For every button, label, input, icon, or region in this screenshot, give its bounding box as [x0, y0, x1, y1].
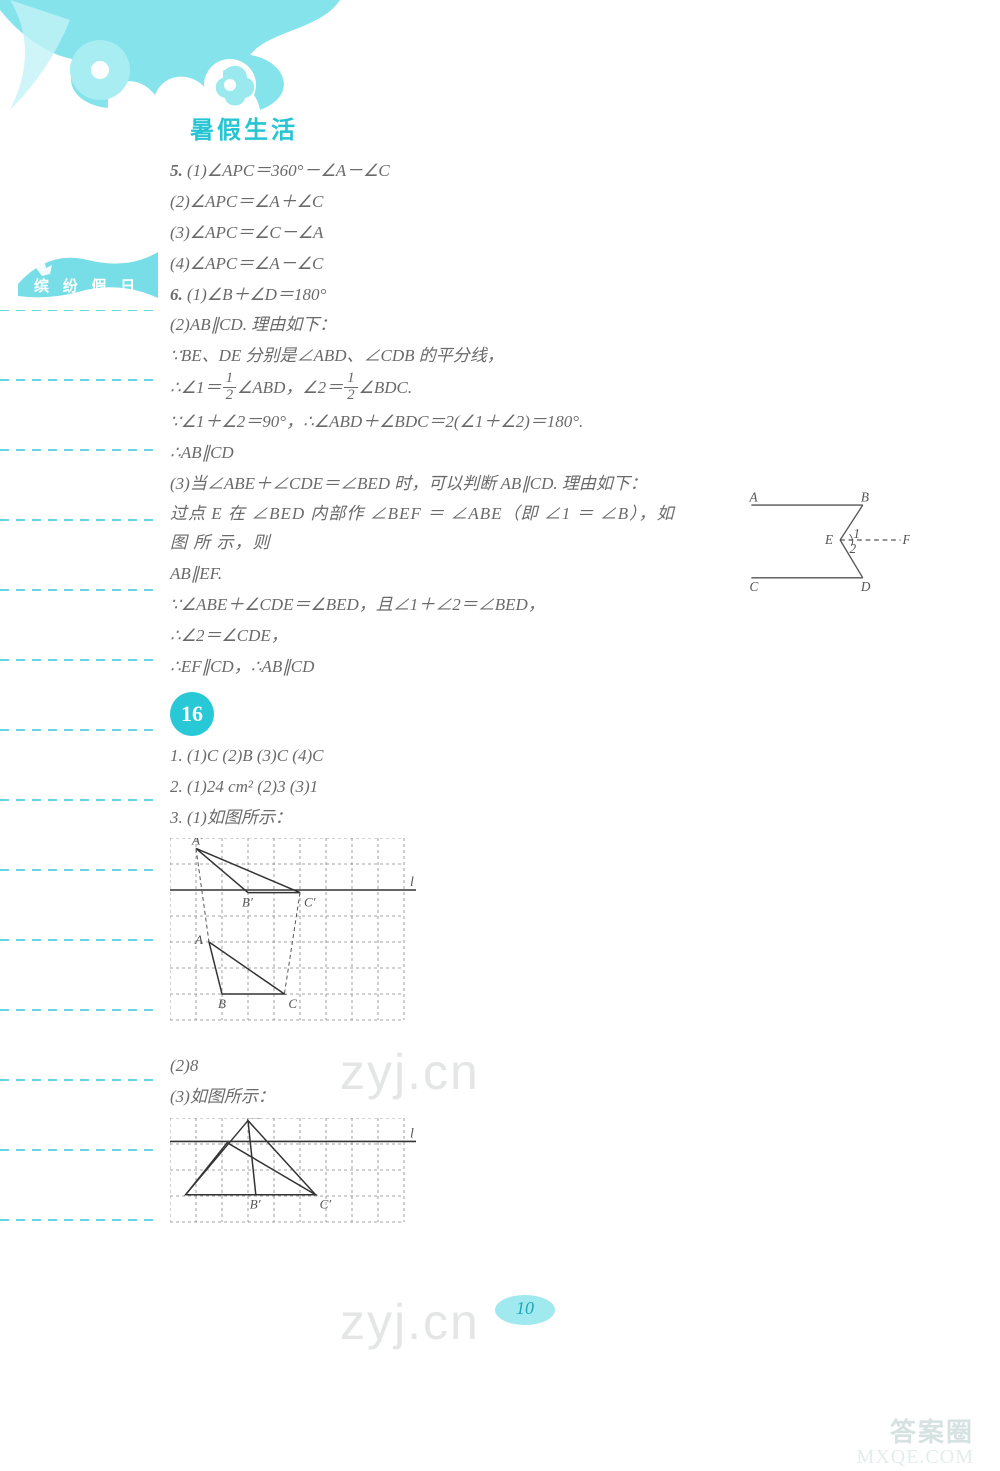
s16-q3-3: (3)如图所示： [170, 1083, 870, 1112]
svg-text:A: A [748, 489, 758, 504]
q6-2: (2)AB∥CD. 理由如下： [170, 311, 870, 340]
q6-3: ∵BE、DE 分别是∠ABD、∠CDB 的平分线， [170, 342, 870, 371]
svg-text:C: C [288, 996, 297, 1011]
watermark-overlay-1: zyj.cn [340, 1030, 480, 1115]
grid-figure-2: l A′ B′ C′ [170, 1118, 424, 1236]
watermark-brand: 答案圈 [890, 1412, 974, 1449]
svg-text:B′: B′ [242, 895, 253, 910]
watermark-overlay-2: zyj.cn [340, 1280, 480, 1365]
page-title: 暑假生活 [190, 110, 298, 145]
q6-7: (3)当∠ABE＋∠CDE＝∠BED 时，可以判断 AB∥CD. 理由如下： [170, 470, 690, 499]
s16-q2: 2. (1)24 cm² (2)3 (3)1 [170, 773, 870, 802]
svg-text:F: F [901, 532, 910, 547]
page-root: 暑假生活 缤 纷 假 日 5. (1)∠APC＝360°－∠A－∠C (2)∠ [0, 0, 1000, 1471]
q6-11: ∴∠2＝∠CDE， [170, 622, 870, 651]
q6-1: 6. (1)∠B＋∠D＝180° [170, 281, 870, 310]
svg-text:A′: A′ [191, 838, 203, 847]
s16-q1: 1. (1)C (2)B (3)C (4)C [170, 742, 870, 771]
svg-text:1: 1 [853, 526, 860, 541]
watermark-url: MXQE.COM [857, 1446, 974, 1469]
q6-10: ∵∠ABE＋∠CDE＝∠BED，且∠1＋∠2＝∠BED， [170, 591, 870, 620]
svg-text:B: B [861, 489, 869, 504]
section-16-badge: 16 [170, 692, 214, 736]
s16-q3-2: (2)8 [170, 1052, 870, 1081]
svg-text:2: 2 [850, 541, 857, 556]
q6-12: ∴EF∥CD，∴AB∥CD [170, 653, 870, 682]
svg-text:A′: A′ [251, 1118, 263, 1122]
svg-text:E: E [824, 532, 833, 547]
q6-8: 过点 E 在 ∠BED 内部作 ∠BEF ＝ ∠ABE（即 ∠1 ＝ ∠B），如… [170, 500, 690, 558]
svg-text:C′: C′ [320, 1197, 332, 1212]
content-column: 5. (1)∠APC＝360°－∠A－∠C (2)∠APC＝∠A＋∠C (3)∠… [170, 155, 870, 1252]
q6-6: ∴AB∥CD [170, 439, 870, 468]
q5-4: (4)∠APC＝∠A－∠C [170, 250, 870, 279]
svg-text:C′: C′ [304, 895, 316, 910]
page-number: 10 [495, 1298, 555, 1319]
q6-5: ∵∠1＋∠2＝90°，∴∠ABD＋∠BDC＝2(∠1＋∠2)＝180°. [170, 408, 870, 437]
q5-3: (3)∠APC＝∠C－∠A [170, 219, 870, 248]
q5-1: 5. (1)∠APC＝360°－∠A－∠C [170, 157, 870, 186]
svg-text:A: A [194, 932, 203, 947]
side-figure: A B C D E F 12 [740, 485, 910, 595]
q6-4: ∴∠1＝12∠ABD，∠2＝12∠BDC. [170, 373, 870, 406]
svg-text:D: D [860, 579, 871, 594]
s16-q3-1: 3. (1)如图所示： [170, 804, 870, 833]
svg-text:l: l [410, 875, 414, 890]
grid-figure-1: l A′ B′ C′ A B C [170, 838, 424, 1034]
rule-lines [0, 310, 160, 1360]
q5-2: (2)∠APC＝∠A＋∠C [170, 188, 870, 217]
svg-text:B: B [218, 996, 226, 1011]
sidebar-label: 缤 纷 假 日 [34, 275, 140, 296]
svg-text:l: l [410, 1126, 414, 1141]
svg-text:B′: B′ [250, 1197, 261, 1212]
svg-text:C: C [749, 579, 758, 594]
